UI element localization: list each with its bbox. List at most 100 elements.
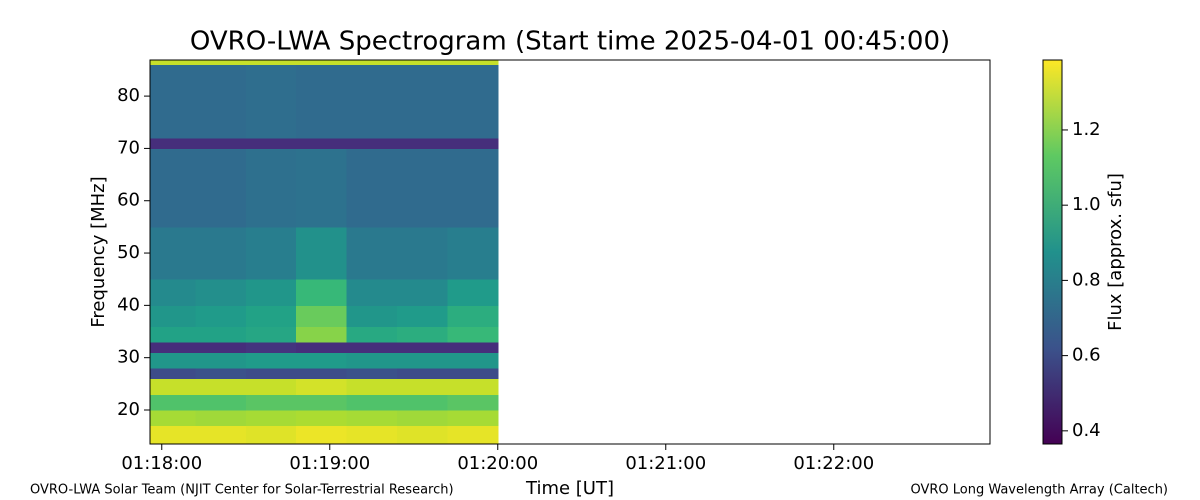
heatmap-cell bbox=[447, 368, 499, 380]
heatmap-cell bbox=[195, 341, 247, 353]
heatmap-cell bbox=[150, 394, 196, 411]
heatmap-cell bbox=[396, 137, 448, 149]
heatmap-cell bbox=[195, 409, 247, 427]
heatmap-cell bbox=[150, 326, 196, 343]
heatmap-cell bbox=[150, 378, 196, 395]
heatmap-cell bbox=[195, 226, 247, 280]
y-tick-label: 40 bbox=[117, 294, 140, 315]
heatmap-cell bbox=[447, 64, 499, 139]
heatmap-cell bbox=[396, 64, 448, 139]
heatmap-cell bbox=[396, 226, 448, 280]
y-tick-label: 30 bbox=[117, 347, 140, 368]
heatmap-cell bbox=[396, 148, 448, 228]
heatmap-cell bbox=[150, 279, 196, 306]
heatmap-cell bbox=[195, 425, 247, 445]
heatmap-cell bbox=[150, 64, 196, 139]
heatmap-cell bbox=[396, 409, 448, 427]
colorbar-label: Flux [approx. sfu] bbox=[1105, 173, 1126, 331]
heatmap-cell bbox=[346, 305, 398, 327]
heatmap-cell bbox=[296, 341, 348, 353]
heatmap-cell bbox=[245, 425, 297, 445]
heatmap-cell bbox=[150, 341, 196, 353]
heatmap-cell bbox=[296, 226, 348, 280]
heatmap-cell bbox=[245, 378, 297, 395]
heatmap-cell bbox=[447, 378, 499, 395]
heatmap-cell bbox=[150, 60, 196, 66]
heatmap-cell bbox=[346, 368, 398, 380]
heatmap-cell bbox=[245, 305, 297, 327]
heatmap-cell bbox=[447, 341, 499, 353]
heatmap-cell bbox=[296, 60, 348, 66]
heatmap-cell bbox=[296, 368, 348, 380]
chart-title: OVRO-LWA Spectrogram (Start time 2025-04… bbox=[190, 27, 950, 57]
heatmap-cell bbox=[296, 326, 348, 343]
heatmap-cell bbox=[245, 60, 297, 66]
heatmap-cell bbox=[396, 60, 448, 66]
heatmap-cell bbox=[245, 368, 297, 380]
heatmap-cell bbox=[150, 148, 196, 228]
heatmap-cell bbox=[447, 60, 499, 66]
x-tick-label: 01:18:00 bbox=[121, 453, 202, 474]
y-tick-label: 20 bbox=[117, 399, 140, 420]
heatmap-cell bbox=[296, 409, 348, 427]
x-tick-label: 01:22:00 bbox=[793, 453, 874, 474]
heatmap-cell bbox=[296, 394, 348, 411]
heatmap-cell bbox=[346, 352, 398, 369]
colorbar-tick-label: 0.4 bbox=[1072, 420, 1101, 441]
heatmap-cell bbox=[150, 352, 196, 369]
heatmap-cell bbox=[245, 326, 297, 343]
heatmap-cell bbox=[346, 425, 398, 445]
heatmap-cell bbox=[346, 279, 398, 306]
heatmap-cell bbox=[296, 279, 348, 306]
heatmap-cell bbox=[296, 305, 348, 327]
x-tick-label: 01:19:00 bbox=[289, 453, 370, 474]
heatmap-cell bbox=[195, 352, 247, 369]
heatmap-cell bbox=[447, 305, 499, 327]
heatmap-cell bbox=[245, 341, 297, 353]
heatmap-cell bbox=[195, 64, 247, 139]
heatmap-cell bbox=[447, 279, 499, 306]
heatmap-cell bbox=[396, 326, 448, 343]
heatmap-cell bbox=[195, 394, 247, 411]
colorbar-tick-label: 1.2 bbox=[1072, 119, 1101, 140]
heatmap-cell bbox=[195, 148, 247, 228]
heatmap-cell bbox=[346, 226, 398, 280]
plot-frame bbox=[149, 59, 991, 445]
heatmap-cell bbox=[396, 352, 448, 369]
colorbar-tick-label: 1.0 bbox=[1072, 194, 1101, 215]
heatmap-cell bbox=[346, 148, 398, 228]
heatmap-cell bbox=[396, 378, 448, 395]
heatmap-cell bbox=[296, 64, 348, 139]
heatmap-cell bbox=[396, 425, 448, 445]
footer-right: OVRO Long Wavelength Array (Caltech) bbox=[910, 483, 1168, 498]
heatmap-cell bbox=[447, 137, 499, 149]
x-tick-label: 01:20:00 bbox=[457, 453, 538, 474]
y-tick-label: 70 bbox=[117, 137, 140, 158]
heatmap-cell bbox=[396, 394, 448, 411]
colorbar-tick-label: 0.8 bbox=[1072, 269, 1101, 290]
heatmap-cell bbox=[195, 368, 247, 380]
heatmap-cell bbox=[346, 341, 398, 353]
heatmap-cell bbox=[396, 368, 448, 380]
heatmap-cell bbox=[447, 409, 499, 427]
y-tick-label: 50 bbox=[117, 242, 140, 263]
heatmap-cell bbox=[245, 394, 297, 411]
heatmap-cell bbox=[195, 279, 247, 306]
heatmap-cell bbox=[296, 137, 348, 149]
heatmap-cell bbox=[346, 60, 398, 66]
heatmap-cell bbox=[296, 148, 348, 228]
heatmap-cell bbox=[245, 279, 297, 306]
heatmap-cell bbox=[396, 341, 448, 353]
heatmap-cell bbox=[447, 394, 499, 411]
heatmap-cell bbox=[245, 226, 297, 280]
heatmap-cell bbox=[396, 279, 448, 306]
heatmap-cell bbox=[150, 137, 196, 149]
heatmap-cell bbox=[346, 409, 398, 427]
heatmap-cell bbox=[245, 352, 297, 369]
heatmap-cell bbox=[195, 378, 247, 395]
colorbar bbox=[1042, 59, 1063, 445]
heatmap-cell bbox=[195, 137, 247, 149]
heatmap-cell bbox=[346, 64, 398, 139]
heatmap-cell bbox=[296, 378, 348, 395]
